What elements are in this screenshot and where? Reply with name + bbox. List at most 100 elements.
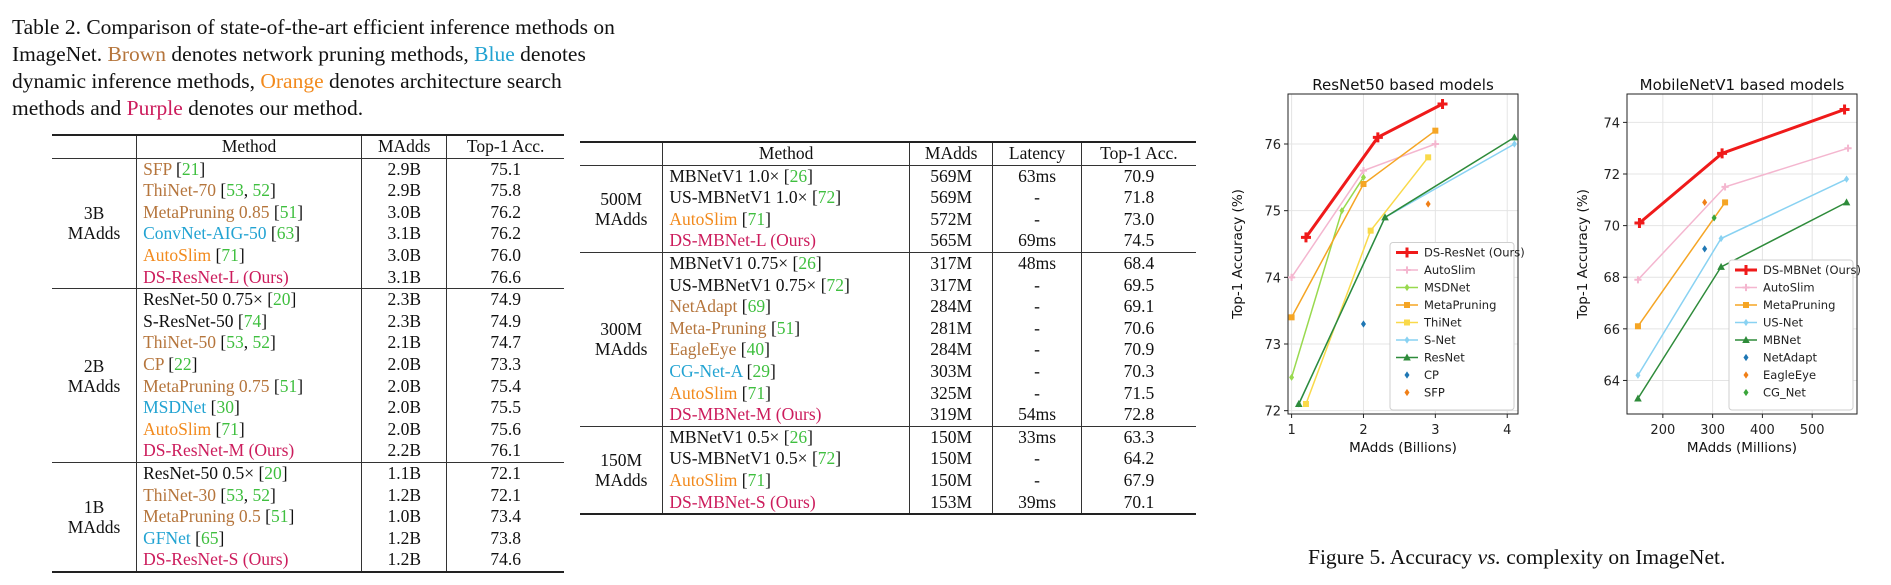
method-name: DS-ResNet-M (Ours) (143, 440, 295, 461)
latency-cell: - (992, 339, 1082, 361)
method-cell: MetaPruning 0.5 [51] (136, 506, 362, 528)
madds-cell: 572M (908, 208, 993, 231)
citation-link[interactable]: 51 (270, 506, 289, 527)
citation-link[interactable]: 52 (252, 332, 270, 353)
citation-link[interactable]: 74 (243, 310, 262, 331)
cite-open: [ (171, 158, 182, 179)
citation-link[interactable]: 40 (746, 339, 765, 360)
citation-link[interactable]: 26 (789, 426, 808, 447)
acc-cell: 74.7 (446, 332, 564, 354)
acc-cell: 68.4 (1080, 251, 1196, 275)
citation-link[interactable]: 20 (264, 462, 282, 483)
acc-cell: 63.3 (1080, 425, 1196, 449)
madds-cell: 284M (908, 296, 993, 318)
plot-frame (1626, 93, 1858, 415)
data-point (1287, 273, 1296, 281)
method-name: MetaPruning 0.75 (143, 375, 270, 396)
citation-link[interactable]: 53 (226, 332, 244, 353)
citation-link[interactable]: 71 (747, 382, 766, 403)
acc-cell: 74.9 (446, 288, 564, 311)
citation-link[interactable]: 53 (226, 180, 244, 201)
method-name: MBNetV1 0.75× (669, 252, 789, 273)
data-point (1635, 371, 1641, 379)
cite-close: ] (281, 462, 288, 483)
cite-open: [ (736, 339, 747, 360)
data-point (1432, 127, 1439, 134)
citation-link[interactable]: 71 (221, 244, 239, 265)
data-point (1402, 247, 1412, 258)
method-name: MBNetV1 1.0× (669, 165, 780, 186)
legend-item: MSDNet (1396, 281, 1471, 295)
data-point (1404, 371, 1410, 379)
citation-link[interactable]: 72 (817, 448, 836, 469)
citation-link[interactable]: 52 (252, 180, 270, 201)
table-row: AutoSlim [71] 325M -71.5 (580, 382, 1196, 405)
legend-item: MetaPruning (1735, 298, 1835, 312)
latency-cell: 33ms (992, 425, 1082, 449)
data-point (1367, 227, 1374, 234)
data-point (1437, 99, 1448, 109)
method-name: MSDNet (143, 397, 207, 418)
citation-link[interactable]: 69 (747, 296, 766, 317)
col-madds: MAdds (361, 133, 447, 159)
method-cell: CP [22] (136, 353, 362, 376)
citation-link[interactable]: 65 (200, 527, 219, 548)
citation-link[interactable]: 21 (181, 158, 200, 179)
legend-label: ThiNet (1423, 316, 1462, 330)
data-point (1634, 276, 1642, 284)
citation-link[interactable]: 52 (252, 484, 270, 505)
citation-link[interactable]: 26 (798, 252, 816, 273)
citation-link[interactable]: 72 (826, 274, 845, 295)
citation-link[interactable]: 20 (273, 289, 291, 310)
citation-link[interactable]: 63 (276, 223, 295, 244)
citation-link[interactable]: 51 (279, 201, 298, 222)
legend-item: SFP (1404, 386, 1445, 400)
legend-label: SFP (1424, 386, 1445, 400)
madds-cell: 150M (908, 448, 993, 470)
citation-link[interactable]: 72 (817, 187, 836, 208)
citation-link[interactable]: 29 (752, 360, 770, 381)
y-tick-label: 64 (1603, 374, 1620, 389)
legend-item: MetaPruning (1396, 298, 1496, 312)
table-row: AutoSlim [71] 572M -73.0 (580, 208, 1196, 231)
cite-close: ] (238, 418, 245, 439)
y-tick-label: 75 (1264, 205, 1281, 220)
group-label-part: MAdds (594, 339, 648, 360)
table-row: MetaPruning 0.5 [51] 1.0B 73.4 (52, 506, 564, 528)
citation-link[interactable]: 71 (747, 469, 766, 490)
citation-link[interactable]: 53 (226, 484, 244, 505)
citation-link[interactable]: 51 (776, 317, 795, 338)
y-tick-label: 72 (1603, 168, 1620, 183)
method-cell: CG-Net-A [29] (662, 360, 910, 383)
citation-link[interactable]: 26 (789, 165, 808, 186)
acc-cell: 73.4 (446, 506, 564, 528)
method-cell: AutoSlim [71] (662, 208, 910, 231)
col-acc: Top-1 Acc. (1080, 140, 1196, 166)
citation-link[interactable]: 71 (221, 418, 239, 439)
acc-cell: 76.6 (446, 266, 564, 289)
method-cell: EagleEye [40] (662, 339, 910, 361)
legend-item: NetAdapt (1743, 351, 1817, 365)
latency-cell: - (992, 317, 1082, 340)
legend-label: DS-ResNet (Ours) (1424, 246, 1525, 260)
acc-cell: 74.5 (1080, 230, 1196, 253)
chart-panel: 200300400500646668707274Acc. vs MAddsMob… (1575, 78, 1861, 456)
legend-item: DS-MBNet (Ours) (1735, 263, 1861, 277)
x-tick-label: 500 (1800, 423, 1825, 438)
cite-open: [ (269, 375, 280, 396)
group-label-part: 2B (83, 355, 105, 376)
citation-link[interactable]: 71 (747, 208, 766, 229)
latency-cell: - (992, 274, 1082, 297)
table-row: AutoSlim [71] 150M -67.9 (580, 469, 1196, 492)
cite-open: [ (779, 165, 790, 186)
group-label: 2B MAdds (52, 288, 137, 463)
acc-cell: 70.1 (1080, 491, 1196, 516)
citation-link[interactable]: 30 (216, 397, 235, 418)
cite-close: ] (297, 375, 304, 396)
citation-link[interactable]: 22 (174, 353, 192, 374)
method-name: EagleEye (669, 339, 737, 360)
latency-cell: - (992, 296, 1082, 318)
madds-cell: 1.0B (361, 506, 447, 528)
data-point (1404, 319, 1410, 326)
citation-link[interactable]: 51 (279, 375, 298, 396)
